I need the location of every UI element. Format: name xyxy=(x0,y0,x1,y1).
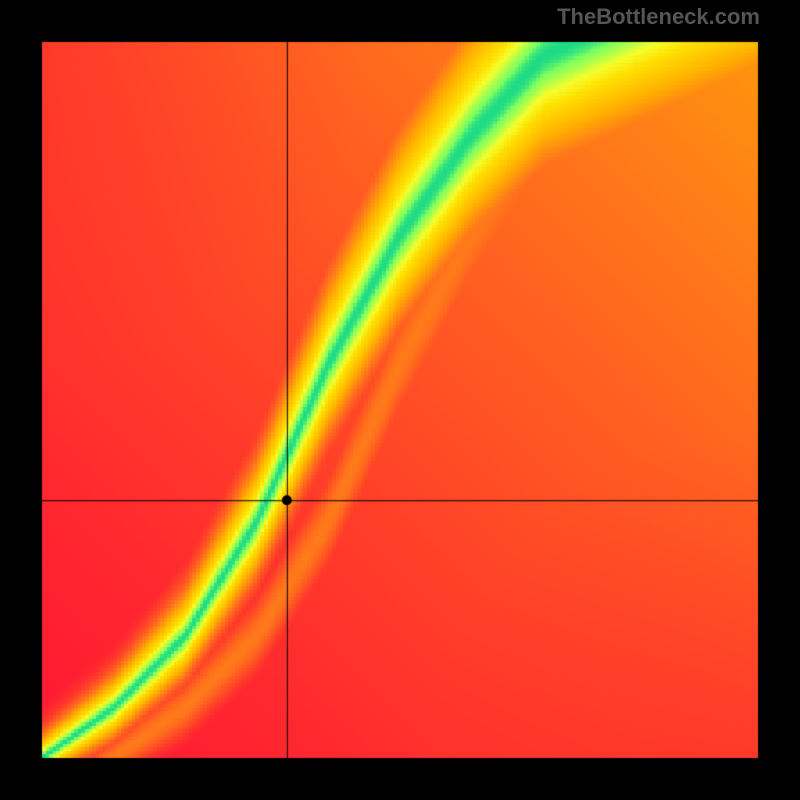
bottleneck-heatmap xyxy=(0,0,800,800)
watermark-label: TheBottleneck.com xyxy=(557,4,760,30)
chart-container: TheBottleneck.com xyxy=(0,0,800,800)
